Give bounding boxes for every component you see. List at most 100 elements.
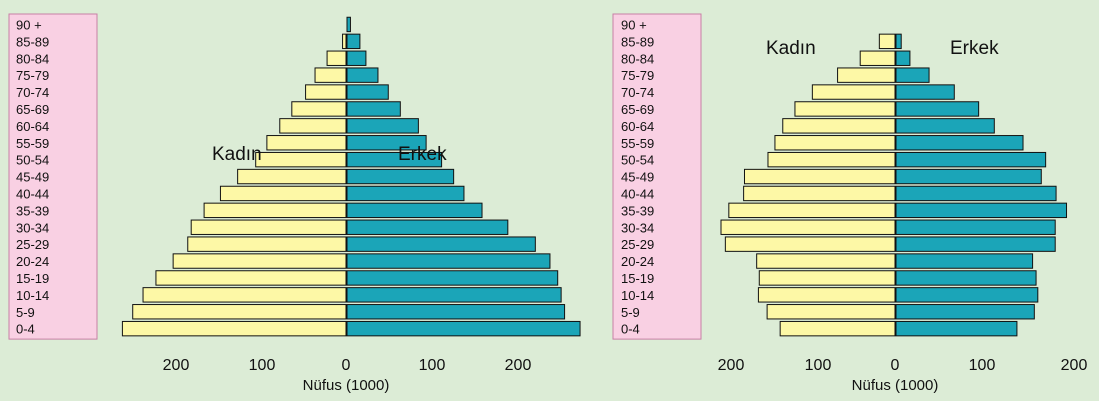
age-group-label: 45-49: [16, 170, 49, 185]
bar-erkek: [346, 168, 455, 185]
bar-erkek: [346, 236, 536, 252]
bar-erkek: [895, 135, 1024, 151]
bar-kadin: [782, 118, 896, 134]
bar-kadin: [203, 202, 347, 219]
bar-erkek: [895, 118, 995, 134]
age-group-label: 80-84: [16, 51, 49, 66]
age-group-label: 40-44: [16, 186, 49, 201]
age-group-label: 70-74: [621, 85, 654, 100]
age-group-label: 35-39: [16, 203, 49, 218]
bar-kadin: [314, 67, 347, 83]
bar-kadin: [219, 185, 347, 202]
bar-erkek: [346, 287, 562, 303]
age-group-label: 15-19: [16, 271, 49, 286]
age-group-label: 60-64: [16, 119, 49, 134]
age-group-label: 25-29: [16, 237, 49, 252]
series-label-erkek: Erkek: [398, 144, 447, 165]
bar-erkek: [895, 270, 1037, 286]
bar-kadin: [326, 50, 347, 66]
age-group-label: 85-89: [621, 34, 654, 49]
x-tick-label: 200: [718, 357, 745, 374]
age-group-label: 5-9: [16, 305, 35, 320]
bar-erkek: [346, 135, 427, 151]
age-group-label: 35-39: [621, 203, 654, 218]
age-group-label: 30-34: [16, 220, 49, 235]
bar-erkek: [895, 287, 1039, 303]
bar-kadin: [794, 101, 896, 117]
bar-erkek: [895, 67, 930, 83]
bar-kadin: [190, 219, 347, 235]
bar-kadin: [305, 84, 347, 100]
age-group-label: 10-14: [16, 288, 49, 303]
pyramid-chart-left: 0-4 5-9 10-14 15-19 20-24 25-29 30-34 35-39 40-4…: [8, 13, 581, 394]
x-tick-label: 200: [1061, 357, 1088, 374]
bar-kadin: [266, 135, 347, 151]
bar-kadin: [766, 304, 896, 320]
series-label-kadin: Kadın: [212, 144, 262, 165]
bar-erkek: [895, 168, 1042, 185]
age-group-label: 65-69: [621, 102, 654, 117]
bar-kadin: [724, 236, 896, 252]
age-group-label: 15-19: [621, 271, 654, 286]
series-label-erkek: Erkek: [950, 38, 999, 59]
bar-kadin: [172, 253, 347, 269]
bar-erkek: [895, 33, 902, 50]
age-group-label: 80-84: [621, 51, 654, 66]
bar-erkek: [346, 118, 419, 134]
x-tick-label: 200: [505, 357, 532, 374]
bar-kadin: [779, 320, 896, 337]
x-tick-label: 200: [163, 357, 190, 374]
bar-erkek: [346, 151, 443, 168]
x-tick-label: 100: [419, 357, 446, 374]
series-label-kadin: Kadın: [766, 38, 816, 59]
bar-kadin: [743, 185, 896, 202]
age-group-label: 55-59: [16, 136, 49, 151]
x-tick-label: 0: [891, 357, 900, 374]
bar-kadin: [767, 151, 896, 168]
x-tick-label: 100: [969, 357, 996, 374]
bar-kadin: [811, 84, 896, 100]
age-group-label: 5-9: [621, 305, 640, 320]
bar-kadin: [342, 33, 347, 50]
x-axis-label: Nüfus (1000): [852, 377, 939, 394]
bar-erkek: [346, 50, 367, 66]
bar-kadin: [859, 50, 896, 66]
bar-kadin: [743, 168, 896, 185]
age-group-label: 20-24: [16, 254, 49, 269]
age-group-label: 90 +: [621, 17, 647, 32]
age-group-label: 60-64: [621, 119, 654, 134]
bar-kadin: [757, 287, 896, 303]
bar-kadin: [728, 202, 896, 219]
bar-kadin: [837, 67, 896, 83]
age-group-label: 0-4: [621, 322, 640, 337]
bar-erkek: [895, 101, 980, 117]
bar-erkek: [895, 202, 1068, 219]
age-group-label: 30-34: [621, 220, 654, 235]
age-group-label: 40-44: [621, 186, 654, 201]
bar-erkek: [346, 304, 566, 320]
bar-kadin: [279, 118, 347, 134]
age-group-label: 25-29: [621, 237, 654, 252]
bar-kadin: [121, 320, 347, 337]
pyramid-chart-right: 0-4 5-9 10-14 15-19 20-24 25-29 30-34 35-39 40-4…: [612, 13, 1088, 394]
bar-erkek: [895, 84, 955, 100]
bar-kadin: [155, 270, 347, 286]
age-group-label: 90 +: [16, 17, 42, 32]
bar-erkek: [895, 236, 1056, 252]
bar-erkek: [346, 185, 465, 202]
bar-erkek: [346, 219, 509, 235]
bar-kadin: [878, 33, 896, 50]
bar-kadin: [720, 219, 896, 235]
bar-kadin: [187, 236, 347, 252]
bar-erkek: [346, 67, 379, 83]
bar-erkek: [346, 16, 351, 33]
age-group-panel: [8, 13, 98, 340]
bar-kadin: [758, 270, 896, 286]
bar-erkek: [346, 320, 581, 337]
age-group-panel: [612, 13, 702, 340]
bar-erkek: [895, 219, 1056, 235]
bar-kadin: [142, 287, 347, 303]
x-tick-label: 0: [342, 357, 351, 374]
age-group-label: 75-79: [16, 68, 49, 83]
